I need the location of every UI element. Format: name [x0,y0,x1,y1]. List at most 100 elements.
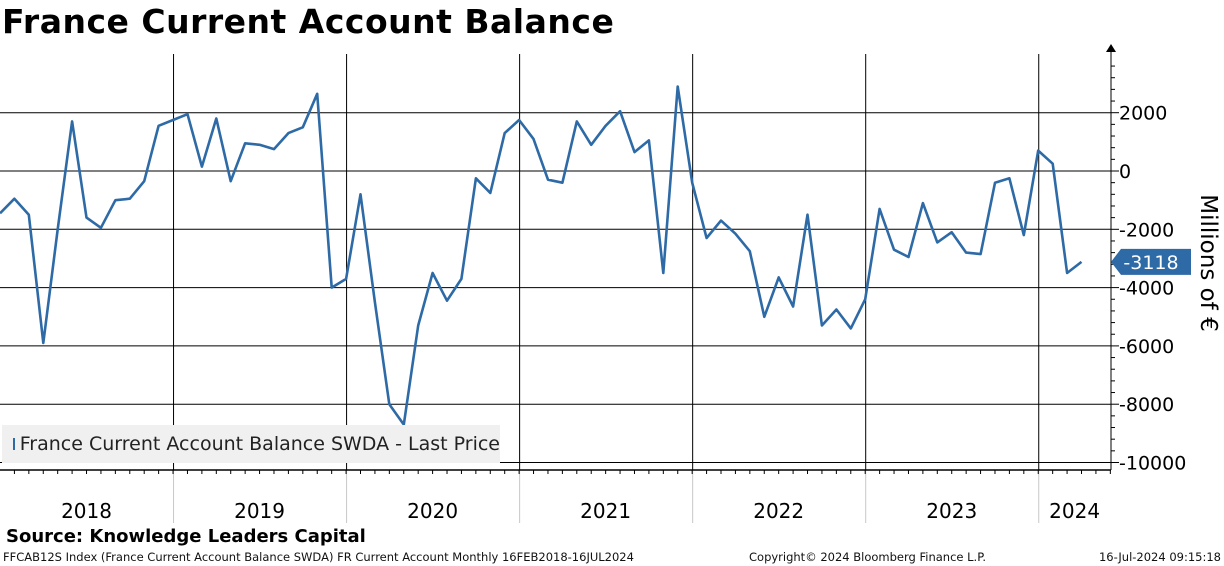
data-point [229,179,233,183]
data-point [647,138,651,142]
data-point [200,165,204,169]
data-point [488,191,492,195]
data-point [431,271,435,275]
data-point [1007,176,1011,180]
data-point [459,277,463,281]
data-point [373,300,377,304]
legend-label: France Current Account Balance SWDA - La… [19,433,500,455]
data-point [618,109,622,113]
data-point [359,192,363,196]
data-point [878,207,882,211]
data-point [416,324,420,328]
data-point [445,299,449,303]
legend: France Current Account Balance SWDA - La… [2,425,500,463]
data-point [99,226,103,230]
data-point [186,112,190,116]
data-point [41,341,45,345]
data-point [575,119,579,123]
data-point [315,92,319,96]
data-point [806,213,810,217]
data-point [661,271,665,275]
data-point [503,131,507,135]
series-layer [0,85,1084,426]
data-point [1080,260,1084,264]
data-point [719,219,723,223]
data-point [27,213,31,217]
x-tick-label: 2019 [234,499,285,523]
data-point [1051,162,1055,166]
data-point [762,315,766,319]
y-tick-label: 2000 [1119,103,1167,125]
data-point [935,240,939,244]
data-point [70,119,74,123]
data-point [907,255,911,259]
y-tick-label: -6000 [1119,336,1174,358]
y-tick-label: -8000 [1119,394,1174,416]
data-point [301,125,305,129]
data-point [892,248,896,252]
data-point [1036,149,1040,153]
data-point [733,232,737,236]
data-point [964,251,968,255]
data-point [791,305,795,309]
y-tick-label: -4000 [1119,278,1174,300]
data-point [560,181,564,185]
data-point [979,252,983,256]
y-tick-label: -10000 [1119,453,1186,475]
data-point [604,124,608,128]
data-point [56,227,60,231]
y-tick-label: -2000 [1119,219,1174,241]
data-point [517,118,521,122]
data-point [1022,233,1026,237]
data-point [690,181,694,185]
x-tick-label: 2023 [926,499,977,523]
data-point [330,286,334,290]
data-point [633,150,637,154]
data-point [849,326,853,330]
source-text: Source: Knowledge Leaders Capital [6,526,366,547]
data-point [1065,271,1069,275]
data-point [863,297,867,301]
grid [0,54,1111,470]
data-point [950,230,954,234]
data-point [113,198,117,202]
data-point [142,179,146,183]
data-point [921,201,925,205]
data-point [157,124,161,128]
series-line [0,85,1083,426]
x-tick-label: 2024 [1049,499,1100,523]
y-axis-arrow [1106,44,1116,52]
data-point [171,118,175,122]
data-point [286,131,290,135]
data-point [546,178,550,182]
data-point [272,147,276,151]
data-point [532,137,536,141]
data-point [258,143,262,147]
data-point [387,402,391,406]
chart-title: France Current Account Balance [2,2,615,41]
data-point [993,181,997,185]
y-tick-label: 0 [1119,161,1131,183]
x-tick-label: 2021 [580,499,631,523]
data-point [12,197,16,201]
axes: 2000 0 -2000 -4000 -6000 -8000 -10000 2018 2019 2… [0,44,1191,523]
copyright: Copyright© 2024 Bloomberg Finance L.P. [749,550,986,564]
timestamp: 16-Jul-2024 09:15:18 [1098,550,1221,564]
data-point [589,143,593,147]
x-tick-label: 2020 [407,499,458,523]
data-point [474,176,478,180]
data-point [777,275,781,279]
legend-swatch [13,438,15,450]
data-point [344,277,348,281]
last-value-badge [1111,248,1191,275]
data-point [676,85,680,89]
data-point [705,236,709,240]
x-tick-label: 2022 [753,499,804,523]
x-tick-label: 2018 [61,499,112,523]
last-value-label: -3118 [1123,252,1178,274]
data-point [128,197,132,201]
data-point [748,249,752,253]
data-point [85,216,89,220]
data-point [820,324,824,328]
